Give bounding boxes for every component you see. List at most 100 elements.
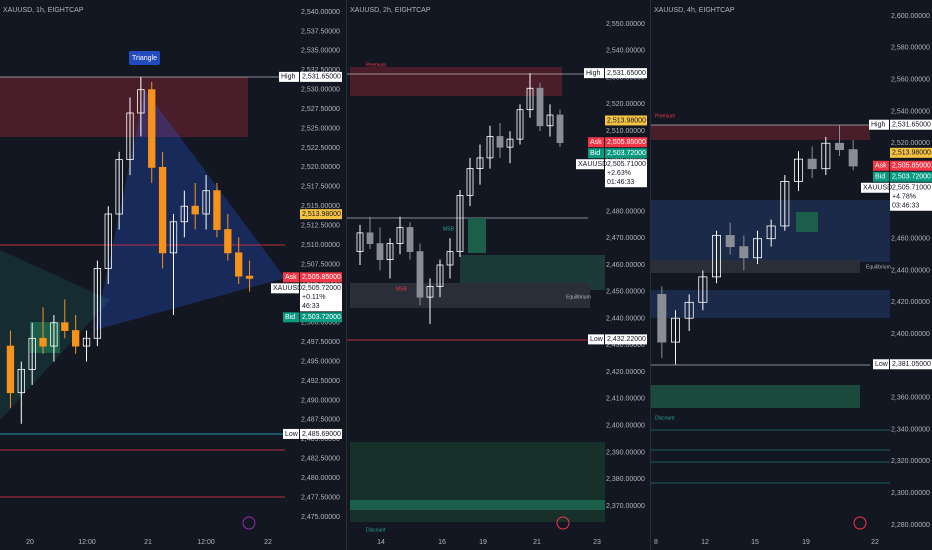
equilibrium-zone (350, 283, 590, 308)
price-tag: High (281, 74, 296, 81)
candle-body (466, 168, 474, 196)
premium-zone (651, 125, 870, 140)
price-label: 2,381.05000 (892, 361, 931, 368)
candle-body (556, 114, 564, 143)
price-label-box (300, 272, 342, 283)
y-tick-label: 2,440.00000 (891, 267, 930, 274)
equilibrium-zone (651, 260, 860, 273)
price-label: 2,432.22000 (607, 336, 646, 343)
price-tag-box (873, 171, 889, 182)
x-tick-label: 20 (26, 539, 34, 546)
price-tag-box (869, 119, 889, 130)
price-tag: High (871, 122, 886, 129)
y-tick-label: 2,550.00000 (606, 21, 645, 28)
y-tick-label: 2,507.50000 (301, 261, 340, 268)
price-label-extra: 46:33 (302, 303, 320, 310)
price-label: 2,513.98000 (607, 117, 646, 124)
y-tick-label: 2,410.00000 (606, 396, 645, 403)
candle-body (191, 205, 199, 215)
price-label-box (300, 312, 342, 323)
price-tag-box (271, 283, 299, 294)
candle-body (158, 166, 167, 254)
price-label: 2,531.65000 (892, 122, 931, 129)
price-tag-box (588, 137, 604, 148)
alert-icon[interactable] (853, 516, 867, 530)
y-tick-label: 2,480.00000 (606, 208, 645, 215)
price-label-box (605, 159, 647, 188)
y-tick-label: 2,520.00000 (891, 140, 930, 147)
price-label-box (605, 68, 647, 79)
price-label: 2,505.71000 (892, 185, 931, 192)
price-tag: Ask (285, 274, 297, 281)
chart-title: XAUUSD, 4h, EIGHTCAP (654, 7, 735, 14)
y-tick-label: 2,532.50000 (301, 67, 340, 74)
price-tag: Ask (590, 139, 602, 146)
candle-body (526, 87, 534, 111)
y-tick-label: 2,535.00000 (301, 48, 340, 55)
y-tick-label: 2,527.50000 (301, 106, 340, 113)
candle-body (71, 330, 80, 347)
price-tag-box (873, 359, 889, 370)
x-tick-label: 23 (593, 539, 601, 546)
annotation: Triangle (132, 55, 157, 62)
annotation: Premium (366, 62, 386, 68)
y-tick-label: 2,430.00000 (606, 342, 645, 349)
price-tag: Bid (875, 174, 885, 181)
price-tag: XAUUSD (863, 185, 892, 192)
candle-body (82, 337, 91, 347)
price-tag: Bid (590, 150, 600, 157)
price-tag-box (283, 312, 299, 323)
annotation: Premium (655, 113, 675, 119)
candle-body (148, 89, 156, 168)
y-tick-label: 2,510.00000 (301, 242, 340, 249)
price-tag: Bid (285, 314, 295, 321)
demand-zone (796, 212, 818, 232)
candle-body (396, 227, 404, 244)
y-tick-label: 2,492.50000 (301, 378, 340, 385)
price-label-box (890, 119, 932, 130)
y-tick-label: 2,390.00000 (606, 449, 645, 456)
alert-icon[interactable] (556, 516, 570, 530)
candle-body (6, 345, 15, 394)
x-tick-label: 14 (377, 539, 385, 546)
candle-body (794, 158, 804, 182)
price-label-box (300, 283, 342, 312)
y-tick-label: 2,370.00000 (606, 503, 645, 510)
annotation: MSB (443, 226, 455, 232)
alert-icon[interactable] (242, 516, 256, 530)
y-tick-label: 2,600.00000 (891, 13, 930, 20)
y-tick-label: 2,400.00000 (606, 423, 645, 430)
candle-body (39, 337, 47, 347)
candle-body (356, 232, 364, 253)
y-tick-label: 2,460.00000 (606, 262, 645, 269)
discount-zone (651, 385, 860, 408)
x-tick-label: 12:00 (197, 539, 215, 546)
demand-zone (468, 218, 486, 253)
candle-body (821, 142, 831, 170)
y-tick-label: 2,320.00000 (891, 458, 930, 465)
candle-body (93, 267, 102, 339)
candle-body (536, 87, 544, 127)
candle-body (169, 221, 178, 254)
y-tick-label: 2,540.00000 (606, 48, 645, 55)
y-tick-label: 2,530.00000 (301, 87, 340, 94)
candle-body (476, 157, 484, 169)
price-label: 2,505.71000 (607, 161, 646, 168)
price-label-box (300, 71, 342, 82)
price-label-extra: +4.78% (892, 194, 916, 201)
y-tick-label: 2,512.50000 (301, 222, 340, 229)
candle-body (848, 149, 858, 167)
annotation: Equilibrium (866, 264, 891, 270)
price-tag-box (588, 334, 604, 345)
candle-body (386, 243, 394, 261)
price-label: 2,505.72000 (302, 285, 341, 292)
annotation: Discount (366, 527, 386, 533)
price-label: 2,505.85000 (302, 274, 341, 281)
candle-body (180, 205, 189, 223)
candle-body (546, 114, 554, 127)
candle-body (753, 238, 763, 259)
y-tick-label: 2,497.50000 (301, 339, 340, 346)
price-label-extra: +0.11% (302, 294, 325, 301)
y-tick-label: 2,280.00000 (891, 522, 930, 529)
